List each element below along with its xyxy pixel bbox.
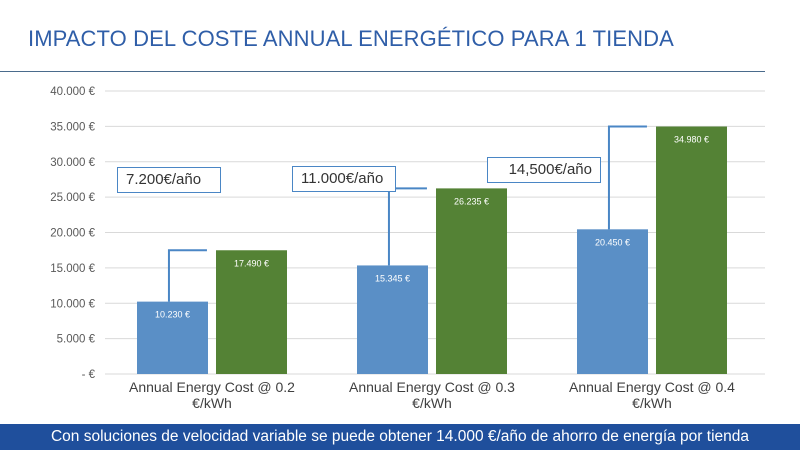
data-label: 26.235 € (454, 196, 489, 206)
y-tick-label: 15.000 € (50, 263, 95, 275)
data-label: 34.980 € (674, 135, 709, 145)
bar-chart: - € 5.000 € 10.000 € 15.000 € 20.000 € 25.000… (50, 86, 765, 411)
data-label: 10.230 € (155, 310, 190, 320)
x-category-label: €/kWh (192, 395, 232, 411)
savings-connector (167, 249, 207, 302)
bar (137, 301, 208, 374)
y-tick-label: 30.000 € (50, 157, 95, 169)
bar (577, 229, 648, 374)
x-category-label: €/kWh (632, 395, 672, 411)
bar (656, 126, 727, 374)
bar (436, 188, 507, 374)
y-tick-label: 20.000 € (50, 228, 95, 240)
x-category-label: Annual Energy Cost @ 0.2 (129, 379, 295, 395)
x-category-label: €/kWh (412, 395, 452, 411)
page-title: IMPACTO DEL COSTE ANNUAL ENERGÉTICO PARA… (28, 26, 674, 51)
data-label: 17.490 € (234, 258, 269, 268)
y-tick-label: 35.000 € (50, 121, 95, 133)
savings-callout-3: 14,500€/año (487, 157, 601, 183)
footer-banner: Con soluciones de velocidad variable se … (0, 424, 800, 450)
x-category-label: Annual Energy Cost @ 0.4 (569, 379, 735, 395)
title-divider (0, 71, 765, 72)
y-tick-label: - € (82, 369, 96, 381)
data-label: 20.450 € (595, 237, 630, 247)
savings-callout-1: 7.200€/año (117, 167, 221, 193)
bar (357, 265, 428, 374)
y-tick-label: 5.000 € (57, 334, 96, 346)
data-label: 15.345 € (375, 273, 410, 283)
y-tick-label: 10.000 € (50, 298, 95, 310)
savings-connector (607, 125, 647, 230)
y-tick-label: 40.000 € (50, 86, 95, 98)
savings-callout-2: 11.000€/año (292, 166, 396, 192)
x-category-label: Annual Energy Cost @ 0.3 (349, 379, 515, 395)
savings-connector (387, 187, 427, 266)
bar (216, 250, 287, 374)
y-tick-label: 25.000 € (50, 192, 95, 204)
